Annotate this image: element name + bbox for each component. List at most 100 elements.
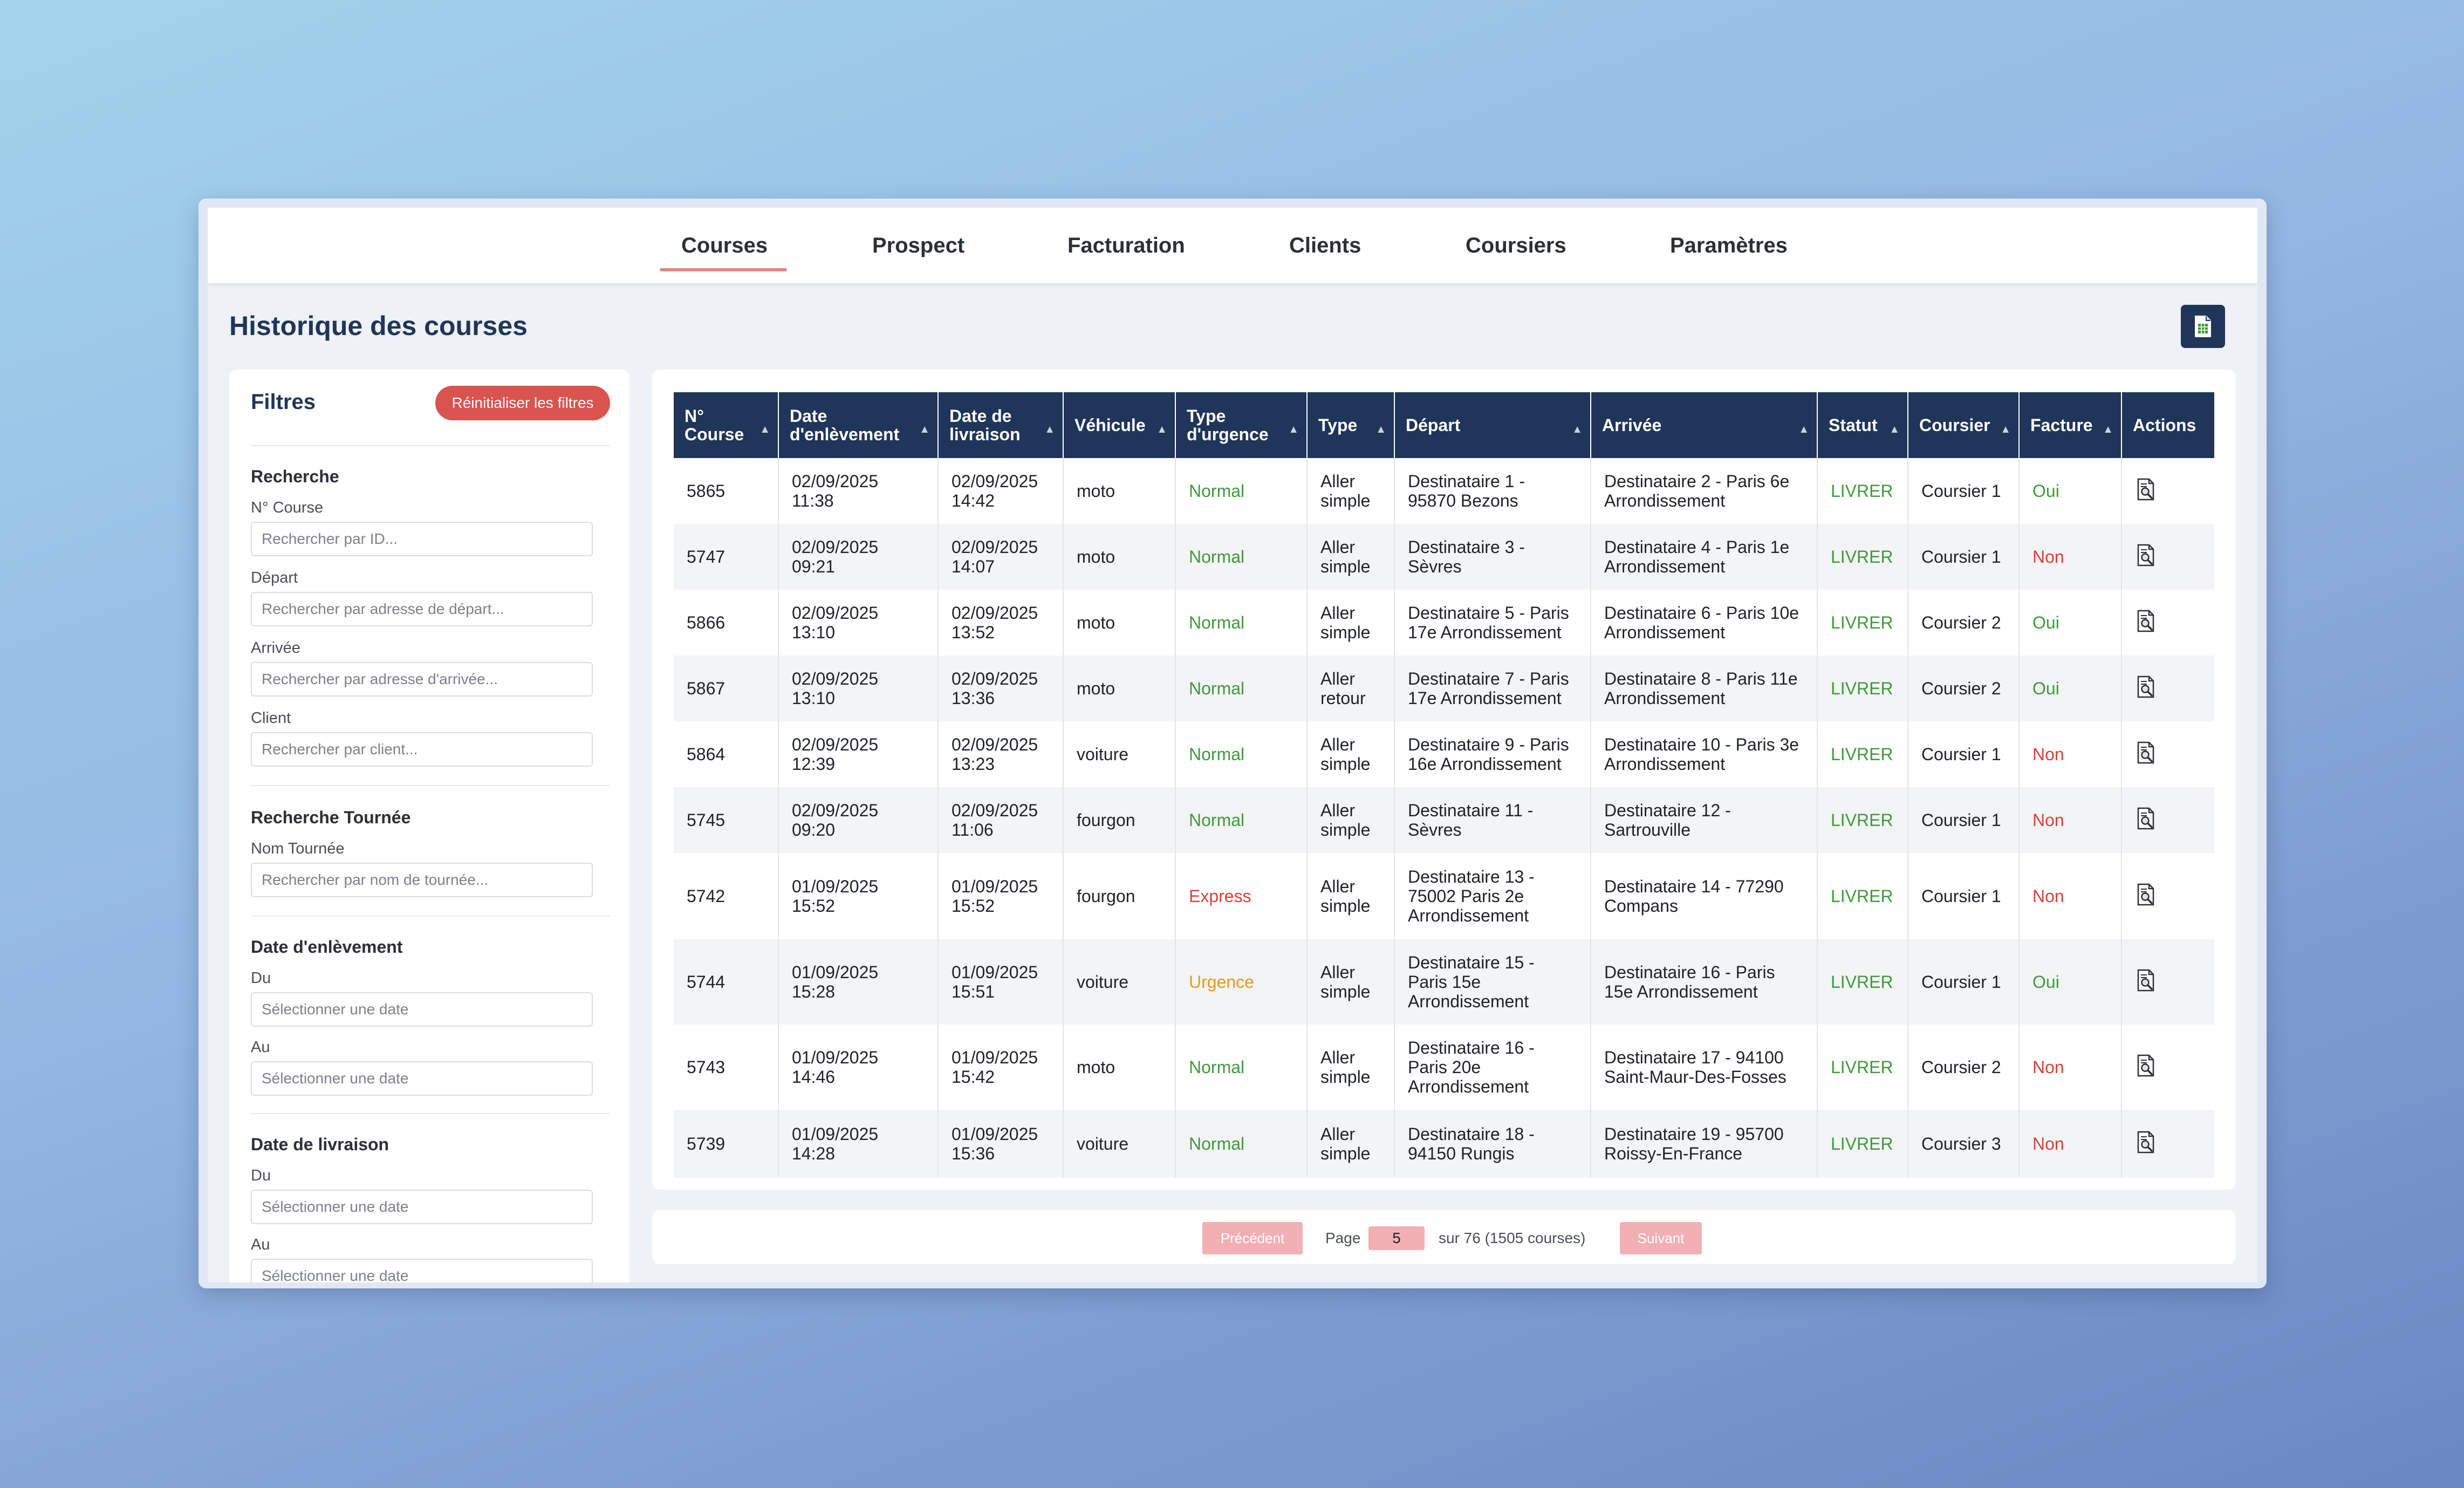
view-details-icon[interactable] bbox=[2135, 807, 2157, 830]
view-details-icon[interactable] bbox=[2135, 1130, 2157, 1154]
arrivee-address-cell: Destinataire 14 - 77290 Compans bbox=[1591, 853, 1818, 939]
invoice-cell: Non bbox=[2019, 721, 2122, 787]
view-details-icon[interactable] bbox=[2135, 477, 2157, 501]
courier-cell: Coursier 1 bbox=[1908, 787, 2020, 853]
col-header-delivery[interactable]: Date de livraison ▲ bbox=[938, 392, 1064, 458]
sort-icon[interactable]: ▲ bbox=[1798, 424, 1809, 435]
actions-cell bbox=[2121, 853, 2214, 939]
pickup-date-cell: 02/09/2025 13:10 bbox=[778, 656, 939, 721]
tournee-input[interactable] bbox=[251, 863, 593, 897]
status-cell: LIVRER bbox=[1817, 458, 1908, 524]
vehicle-cell: voiture bbox=[1063, 1110, 1176, 1178]
col-header-arrivee[interactable]: Arrivée ▲ bbox=[1591, 392, 1818, 458]
tab-clients[interactable]: Clients bbox=[1289, 234, 1361, 257]
table-row[interactable]: 5744 01/09/2025 15:28 01/09/2025 15:51 voit… bbox=[674, 939, 2214, 1025]
table-row[interactable]: 5864 02/09/2025 12:39 02/09/2025 13:23 voit… bbox=[674, 721, 2214, 787]
view-details-icon[interactable] bbox=[2135, 1054, 2157, 1077]
tab-courses[interactable]: Courses bbox=[681, 234, 768, 257]
sort-icon[interactable]: ▲ bbox=[1375, 424, 1386, 435]
actions-cell bbox=[2121, 656, 2214, 721]
sort-icon[interactable]: ▲ bbox=[1572, 424, 1583, 435]
status-cell: LIVRER bbox=[1817, 1025, 1908, 1110]
arrivee-address-cell: Destinataire 19 - 95700 Roissy-En-France bbox=[1591, 1110, 1818, 1178]
delivery-date-cell: 02/09/2025 14:07 bbox=[938, 524, 1064, 590]
depart-address-cell: Destinataire 7 - Paris 17e Arrondissemen… bbox=[1394, 656, 1591, 721]
courier-cell: Coursier 1 bbox=[1908, 458, 2020, 524]
pickup-from-date-input[interactable] bbox=[251, 992, 593, 1027]
view-details-icon[interactable] bbox=[2135, 675, 2157, 699]
table-row[interactable]: 5747 02/09/2025 09:21 02/09/2025 14:07 moto… bbox=[674, 524, 2214, 590]
status-cell: LIVRER bbox=[1817, 787, 1908, 853]
courses-table: N° Course ▲ Date d'enlèvement ▲ Date de li… bbox=[674, 392, 2214, 1178]
table-row[interactable]: 5745 02/09/2025 09:20 02/09/2025 11:06 four… bbox=[674, 787, 2214, 853]
arrivee-address-cell: Destinataire 8 - Paris 11e Arrondissemen… bbox=[1591, 656, 1818, 721]
sort-icon[interactable]: ▲ bbox=[2000, 424, 2011, 435]
delivery-date-cell: 01/09/2025 15:52 bbox=[938, 853, 1064, 939]
sort-icon[interactable]: ▲ bbox=[1889, 424, 1900, 435]
table-scroll-area[interactable]: N° Course ▲ Date d'enlèvement ▲ Date de li… bbox=[674, 392, 2214, 1190]
pickup-date-cell: 01/09/2025 14:46 bbox=[778, 1025, 939, 1110]
sort-icon[interactable]: ▲ bbox=[919, 424, 930, 435]
view-details-icon[interactable] bbox=[2135, 883, 2157, 906]
reset-filters-button[interactable]: Réinitialiser les filtres bbox=[435, 386, 610, 420]
vehicle-cell: moto bbox=[1063, 656, 1176, 721]
status-cell: LIVRER bbox=[1817, 939, 1908, 1025]
status-cell: LIVRER bbox=[1817, 853, 1908, 939]
tab-parametres[interactable]: Paramètres bbox=[1670, 234, 1788, 257]
arrivee-address-cell: Destinataire 12 - Sartrouville bbox=[1591, 787, 1818, 853]
arrivee-address-cell: Destinataire 10 - Paris 3e Arrondissemen… bbox=[1591, 721, 1818, 787]
arrivee-address-cell: Destinataire 4 - Paris 1e Arrondissement bbox=[1591, 524, 1818, 590]
col-header-status[interactable]: Statut ▲ bbox=[1817, 392, 1908, 458]
col-header-courier[interactable]: Coursier ▲ bbox=[1908, 392, 2020, 458]
view-details-icon[interactable] bbox=[2135, 741, 2157, 765]
col-header-invoice[interactable]: Facture ▲ bbox=[2019, 392, 2122, 458]
depart-address-cell: Destinataire 11 - Sèvres bbox=[1394, 787, 1591, 853]
depart-input[interactable] bbox=[251, 592, 593, 626]
tab-coursiers[interactable]: Coursiers bbox=[1466, 234, 1566, 257]
col-header-vehicle[interactable]: Véhicule ▲ bbox=[1063, 392, 1176, 458]
course-id-input[interactable] bbox=[251, 522, 593, 556]
delivery-from-date-input[interactable] bbox=[251, 1190, 593, 1224]
table-row[interactable]: 5743 01/09/2025 14:46 01/09/2025 15:42 moto… bbox=[674, 1025, 2214, 1110]
view-details-icon[interactable] bbox=[2135, 609, 2157, 633]
next-page-button[interactable]: Suivant bbox=[1620, 1222, 1702, 1254]
sort-icon[interactable]: ▲ bbox=[759, 424, 770, 435]
pickup-to-date-input[interactable] bbox=[251, 1061, 593, 1096]
delivery-to-date-input[interactable] bbox=[251, 1259, 593, 1282]
col-header-pickup[interactable]: Date d'enlèvement ▲ bbox=[778, 392, 939, 458]
course-type-cell: Aller simple bbox=[1307, 787, 1395, 853]
app-window: Courses Prospect Facturation Clients Cou… bbox=[208, 208, 2257, 1282]
course-id-cell: 5747 bbox=[674, 524, 779, 590]
table-row[interactable]: 5865 02/09/2025 11:38 02/09/2025 14:42 moto… bbox=[674, 458, 2214, 524]
urgency-cell: Normal bbox=[1175, 524, 1308, 590]
view-details-icon[interactable] bbox=[2135, 543, 2157, 567]
table-row[interactable]: 5742 01/09/2025 15:52 01/09/2025 15:52 four… bbox=[674, 853, 2214, 939]
table-row[interactable]: 5739 01/09/2025 14:28 01/09/2025 15:36 voit… bbox=[674, 1110, 2214, 1178]
invoice-cell: Oui bbox=[2019, 656, 2122, 721]
page-number-input[interactable] bbox=[1368, 1226, 1425, 1250]
active-tab-indicator bbox=[660, 268, 787, 271]
delivery-date-cell: 01/09/2025 15:42 bbox=[938, 1025, 1064, 1110]
sort-icon[interactable]: ▲ bbox=[1156, 424, 1167, 435]
courier-cell: Coursier 2 bbox=[1908, 590, 2020, 656]
delivery-date-cell: 02/09/2025 13:52 bbox=[938, 590, 1064, 656]
arrivee-address-cell: Destinataire 6 - Paris 10e Arrondissemen… bbox=[1591, 590, 1818, 656]
table-row[interactable]: 5867 02/09/2025 13:10 02/09/2025 13:36 moto… bbox=[674, 656, 2214, 721]
col-header-urgency[interactable]: Type d'urgence ▲ bbox=[1175, 392, 1308, 458]
table-row[interactable]: 5866 02/09/2025 13:10 02/09/2025 13:52 moto… bbox=[674, 590, 2214, 656]
sort-icon[interactable]: ▲ bbox=[2103, 424, 2113, 435]
urgency-cell: Urgence bbox=[1175, 939, 1308, 1025]
sort-icon[interactable]: ▲ bbox=[1288, 424, 1299, 435]
sort-icon[interactable]: ▲ bbox=[1044, 424, 1055, 435]
export-button[interactable] bbox=[2181, 305, 2225, 348]
col-header-depart[interactable]: Départ ▲ bbox=[1394, 392, 1591, 458]
view-details-icon[interactable] bbox=[2135, 968, 2157, 992]
arrivee-input[interactable] bbox=[251, 662, 593, 697]
col-header-type[interactable]: Type ▲ bbox=[1307, 392, 1395, 458]
tab-facturation[interactable]: Facturation bbox=[1067, 234, 1185, 257]
client-input[interactable] bbox=[251, 732, 593, 767]
pickup-to-label: Au bbox=[251, 1039, 270, 1056]
col-header-id[interactable]: N° Course ▲ bbox=[674, 392, 779, 458]
tab-prospect[interactable]: Prospect bbox=[872, 234, 965, 257]
previous-page-button[interactable]: Précédent bbox=[1202, 1222, 1303, 1254]
